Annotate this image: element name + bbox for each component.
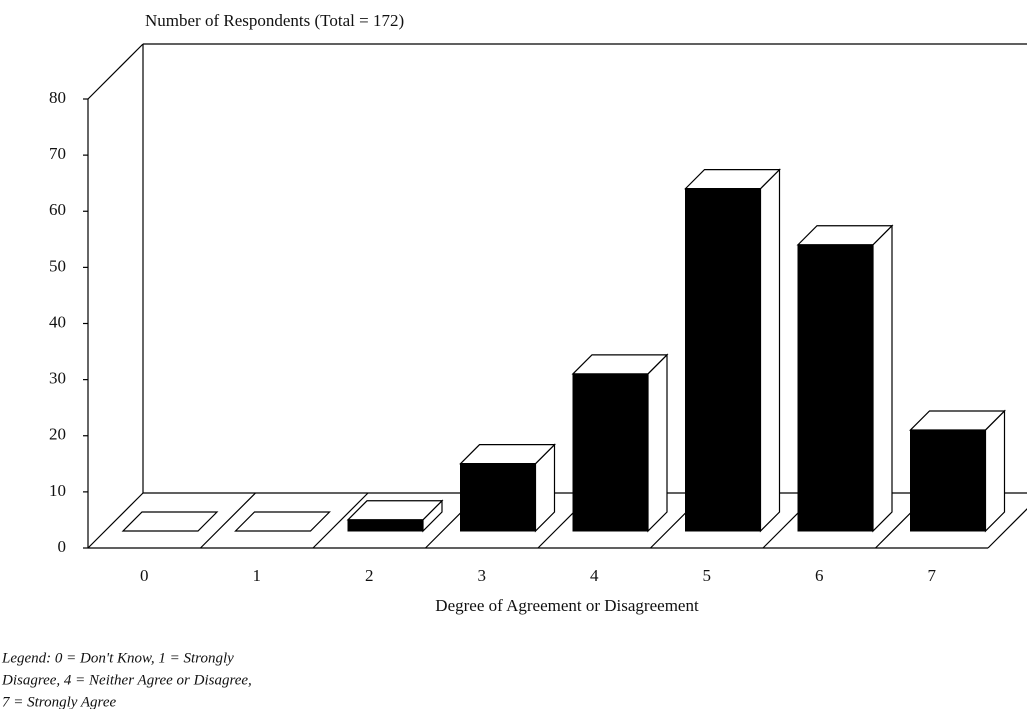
bar	[797, 244, 874, 532]
y-tick-label: 40	[49, 312, 66, 331]
x-axis-label: Degree of Agreement or Disagreement	[435, 596, 699, 615]
y-tick-label: 0	[58, 537, 67, 556]
x-tick-label: 7	[928, 566, 937, 585]
floor-edge	[87, 492, 144, 549]
y-tick-label: 50	[49, 256, 66, 275]
bar-top	[684, 169, 781, 190]
y-tick-label: 80	[49, 88, 66, 107]
legend-note: Legend: 0 = Don't Know, 1 = Strongly	[1, 650, 234, 666]
bar-top	[346, 500, 444, 521]
bar-top	[121, 511, 219, 532]
y-tick-label: 10	[49, 481, 66, 500]
bar-top	[909, 410, 1006, 431]
y-tick-label: 70	[49, 144, 66, 163]
x-tick-label: 5	[703, 566, 712, 585]
chart-title: Number of Respondents (Total = 172)	[145, 11, 404, 30]
bar-side	[984, 409, 1006, 533]
y-tick-label: 30	[49, 369, 66, 388]
legend-note: Disagree, 4 = Neither Agree or Disagree,	[1, 672, 252, 688]
floor-divider	[987, 508, 1027, 549]
x-tick-label: 3	[478, 566, 487, 585]
bar-top	[234, 511, 331, 532]
bar	[910, 429, 986, 532]
bar	[460, 463, 536, 532]
bar	[685, 188, 761, 532]
y-tick-label: 20	[49, 425, 66, 444]
x-tick-label: 1	[253, 566, 262, 585]
floor-divider	[312, 492, 369, 549]
x-tick-label: 0	[140, 566, 149, 585]
legend-note: 7 = Strongly Agree	[2, 694, 116, 709]
wall-edge	[87, 43, 144, 100]
x-tick-label: 2	[365, 566, 374, 585]
bar-side	[647, 353, 668, 533]
bar	[572, 373, 649, 532]
bar	[347, 519, 424, 532]
bar-side	[872, 224, 893, 533]
x-tick-label: 4	[590, 566, 599, 585]
floor-divider	[200, 492, 256, 549]
bar-side	[759, 168, 781, 533]
bar-top	[796, 225, 894, 246]
bar-top	[571, 354, 669, 375]
x-tick-label: 6	[815, 566, 824, 585]
y-tick-label: 60	[49, 200, 66, 219]
bar-top	[459, 444, 556, 465]
